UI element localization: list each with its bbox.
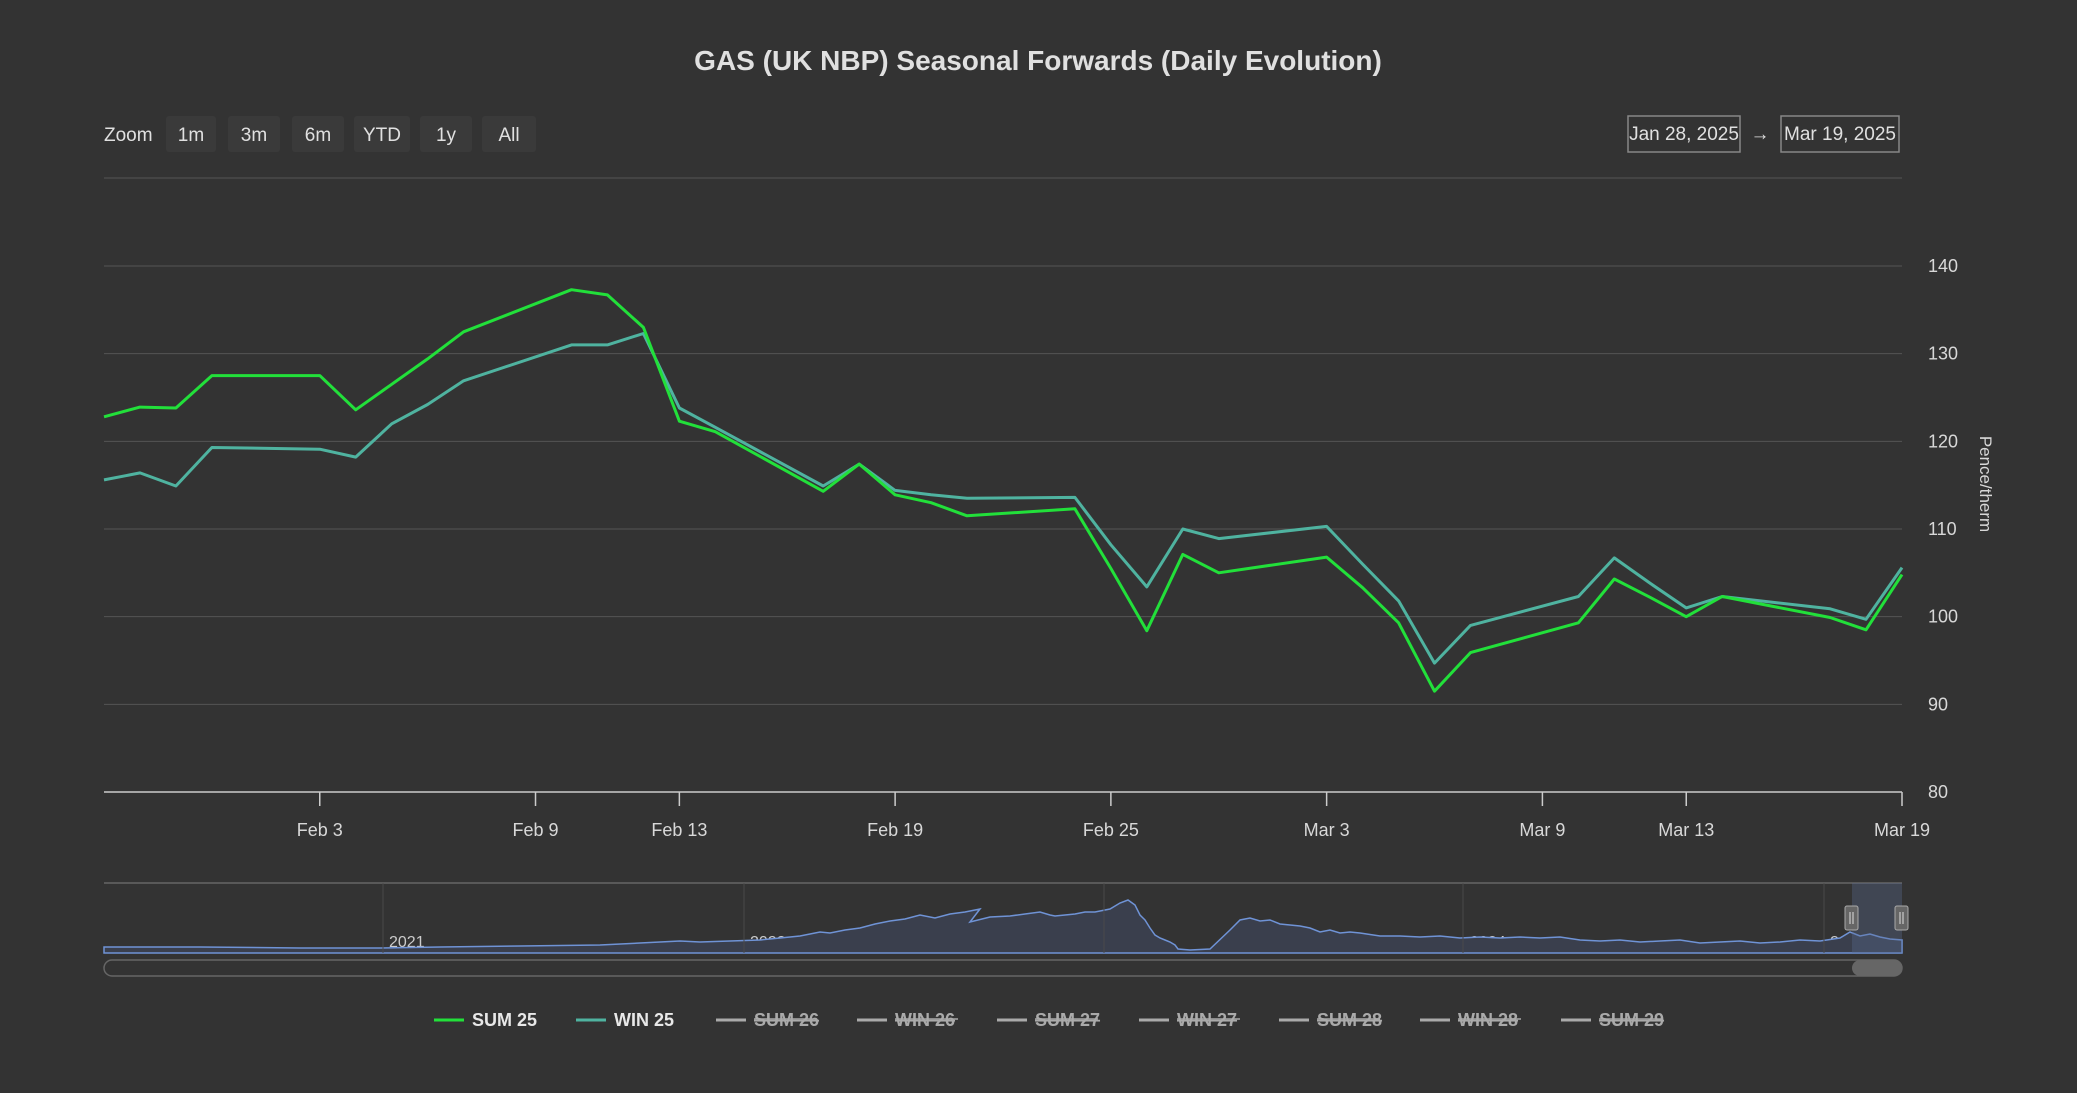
y-tick-label: 120 [1928,431,1958,451]
zoom-button-label: 1m [178,125,204,146]
zoom-button-label: 3m [241,125,267,146]
x-tick-label: Feb 13 [651,820,707,840]
navigator-handle-right[interactable] [1894,905,1909,931]
x-tick-label: Mar 3 [1304,820,1350,840]
legend-item-win-26[interactable]: WIN 26 [857,1010,958,1030]
legend-label: SUM 26 [754,1010,819,1030]
zoom-button-label: 1y [436,125,457,146]
x-tick-label: Feb 9 [513,820,559,840]
y-tick-label: 80 [1928,782,1948,802]
range-arrow: → [1751,124,1770,145]
x-tick-label: Mar 9 [1519,820,1565,840]
range-to-value: Mar 19, 2025 [1784,124,1896,145]
legend-item-sum-29[interactable]: SUM 29 [1561,1010,1664,1030]
legend-label: SUM 29 [1599,1010,1664,1030]
zoom-button-3m[interactable]: 3m [228,116,280,152]
navigator[interactable]: 20212022202320242025 [103,882,1909,954]
zoom-button-label: YTD [363,125,401,146]
x-tick-label: Feb 25 [1083,820,1139,840]
zoom-button-1y[interactable]: 1y [420,116,472,152]
zoom-button-1m[interactable]: 1m [166,116,216,152]
legend-label: WIN 28 [1458,1010,1518,1030]
x-axis: Feb 3 Feb 9 Feb 13 Feb 19 Feb 25 Mar 3 Mar 9 Ma… [297,792,1930,840]
series-line-sum-25[interactable] [103,288,1904,693]
legend-label: WIN 25 [614,1010,674,1030]
x-tick-label: Mar 13 [1658,820,1714,840]
x-tick-label: Feb 3 [297,820,343,840]
range-from-value: Jan 28, 2025 [1629,124,1739,145]
y-axis: 80 90 100 110 120 130 140 [1928,256,1958,802]
scrollbar-track[interactable] [103,959,1903,977]
gridlines [104,177,1902,705]
range-to-input[interactable]: Mar 19, 2025 [1780,115,1900,153]
x-tick-label: Mar 19 [1874,820,1930,840]
series-line-win-25[interactable] [103,332,1904,665]
navigator-selection[interactable] [1852,883,1902,953]
y-axis-label: Pence/therm [1976,436,1995,532]
legend-item-win-25[interactable]: WIN 25 [576,1010,674,1030]
zoom-toolbar: Zoom 1m 3m 6m YTD 1y All [104,116,536,152]
zoom-button-6m[interactable]: 6m [292,116,344,152]
y-tick-label: 100 [1928,607,1958,627]
zoom-button-label: 6m [305,125,331,146]
navigator-handle-left[interactable] [1844,905,1859,931]
zoom-button-ytd[interactable]: YTD [354,116,410,152]
zoom-button-all[interactable]: All [482,116,536,152]
x-tick-label: Feb 19 [867,820,923,840]
legend-label: SUM 28 [1317,1010,1382,1030]
legend: SUM 25 WIN 25 SUM 26 WIN 26 SUM 27 WIN 27 SUM … [434,1010,1664,1030]
y-tick-label: 110 [1928,519,1957,539]
series-lines [103,288,1904,693]
scrollbar[interactable] [103,959,1903,977]
legend-item-sum-28[interactable]: SUM 28 [1279,1010,1382,1030]
range-from-input[interactable]: Jan 28, 2025 [1627,115,1741,153]
legend-label: SUM 27 [1035,1010,1100,1030]
legend-item-sum-25[interactable]: SUM 25 [434,1010,537,1030]
zoom-button-label: All [498,125,519,146]
legend-label: SUM 25 [472,1010,537,1030]
legend-label: WIN 27 [1177,1010,1237,1030]
y-tick-label: 140 [1928,256,1958,276]
navigator-series-line [103,899,1903,954]
y-tick-label: 90 [1928,694,1948,714]
zoom-label: Zoom [104,125,153,146]
legend-item-win-27[interactable]: WIN 27 [1139,1010,1240,1030]
chart-title: GAS (UK NBP) Seasonal Forwards (Daily Ev… [694,45,1382,76]
legend-item-win-28[interactable]: WIN 28 [1420,1010,1521,1030]
scrollbar-thumb[interactable] [1852,960,1902,976]
legend-label: WIN 26 [895,1010,955,1030]
y-tick-label: 130 [1928,344,1958,364]
legend-item-sum-26[interactable]: SUM 26 [716,1010,819,1030]
legend-item-sum-27[interactable]: SUM 27 [997,1010,1100,1030]
